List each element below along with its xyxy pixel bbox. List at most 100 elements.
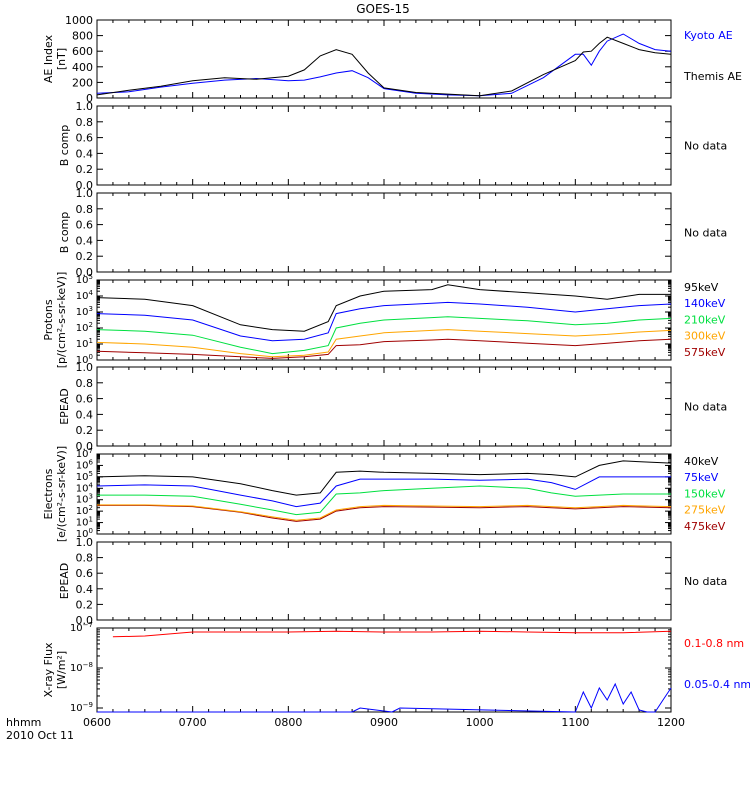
date-label: 2010 Oct 11 xyxy=(6,729,74,742)
x-tick-label: 0600 xyxy=(83,716,111,729)
legend-label-140keV: 140keV xyxy=(684,297,726,310)
x-tick-label: 1100 xyxy=(561,716,589,729)
series-line-0.1-0.8 nm xyxy=(112,630,672,638)
y-tick-label: 102 xyxy=(76,321,93,334)
y-axis-label: [e/(cm²-s-sr-keV)] xyxy=(55,446,68,542)
figure-title: GOES-15 xyxy=(356,2,410,16)
no-data-note: No data xyxy=(684,401,727,414)
y-tick-label: 0.2 xyxy=(76,424,94,437)
y-axis-label: EPEAD xyxy=(58,563,71,600)
y-tick-label: 100 xyxy=(76,353,93,366)
legend-label-150keV: 150keV xyxy=(684,487,726,500)
series-line-Kyoto AE xyxy=(96,33,672,97)
panel-bcomp1: 0.0 0.2 0.4 0.6 0.8 1.0 B comp No data xyxy=(58,100,727,192)
legend-label-300keV: 300keV xyxy=(684,330,726,343)
series-line-Themis AE xyxy=(96,36,672,97)
y-axis-label: [nT] xyxy=(55,48,68,70)
y-axis-label: [W/m²] xyxy=(55,651,68,689)
y-tick-label: 0.4 xyxy=(76,583,94,596)
panel-frame xyxy=(96,366,672,447)
y-tick-label: 0.4 xyxy=(76,147,94,160)
y-tick-label: 0.0 xyxy=(76,179,94,192)
panel-frame xyxy=(96,541,672,621)
y-tick-label: 0.0 xyxy=(76,614,94,627)
series-line-275keV xyxy=(97,504,672,521)
y-tick-label: 101 xyxy=(76,516,93,529)
x-tick-label: 1200 xyxy=(657,716,685,729)
legend-label-Themis AE: Themis AE xyxy=(683,70,742,83)
y-axis-label: Electrons xyxy=(42,468,55,519)
panel-frame xyxy=(96,19,672,99)
y-tick-label: 1000 xyxy=(65,14,93,27)
legend-label-475keV: 475keV xyxy=(684,520,726,533)
y-tick-label: 200 xyxy=(72,76,93,89)
y-tick-label: 0.0 xyxy=(76,266,94,279)
panel-epead1: 0.0 0.2 0.4 0.6 0.8 1.0 EPEAD No data xyxy=(58,361,727,453)
legend-label-75keV: 75keV xyxy=(684,471,719,484)
panel-protons: 100 101 102 103 104 105 Protons [p/(cm²-s-sr-ke… xyxy=(42,272,726,369)
legend-label-0.05-0.4 nm: 0.05-0.4 nm xyxy=(684,678,750,691)
y-axis-label: X-ray Flux xyxy=(42,642,55,698)
y-tick-label: 10−9 xyxy=(70,701,93,714)
y-axis-label: B comp xyxy=(58,212,71,254)
y-tick-label: 1.0 xyxy=(76,187,94,200)
x-tick-label: 1000 xyxy=(466,716,494,729)
series-line-150keV xyxy=(97,485,671,516)
time-axis-unit-label: hhmm xyxy=(6,716,41,729)
y-tick-label: 400 xyxy=(72,61,93,74)
series-line-300keV xyxy=(96,329,672,358)
series-line-0.05-0.4 nm xyxy=(97,682,672,713)
y-tick-label: 103 xyxy=(76,305,93,318)
y-tick-label: 10−8 xyxy=(70,661,93,674)
y-tick-label: 105 xyxy=(76,470,93,483)
y-tick-label: 102 xyxy=(76,504,93,517)
panel-frame xyxy=(96,192,672,273)
y-tick-label: 100 xyxy=(76,527,93,540)
y-axis-label: Protons xyxy=(42,299,55,340)
y-tick-label: 104 xyxy=(76,481,94,494)
panel-frame xyxy=(96,453,672,535)
time-axis: 0600 0700 0800 0900 1000 1100 1200 xyxy=(83,716,685,729)
legend-label-575keV: 575keV xyxy=(684,346,726,359)
y-tick-label: 10−7 xyxy=(70,621,93,634)
panel-bcomp2: 0.0 0.2 0.4 0.6 0.8 1.0 B comp No data xyxy=(58,187,727,279)
legend-label-Kyoto AE: Kyoto AE xyxy=(684,29,733,42)
y-tick-label: 0.2 xyxy=(76,163,94,176)
y-tick-label: 0.6 xyxy=(76,219,94,232)
y-axis-label: AE Index xyxy=(42,34,55,83)
y-tick-label: 0.2 xyxy=(76,598,94,611)
y-tick-label: 0.6 xyxy=(76,132,94,145)
legend-label-0.1-0.8 nm: 0.1-0.8 nm xyxy=(684,637,744,650)
panels: 0 200 400 600 800 1000 AE Index [nT] Kyoto AE The… xyxy=(42,14,750,714)
series-line-140keV xyxy=(96,301,672,342)
y-tick-label: 105 xyxy=(76,273,93,286)
x-tick-label: 0800 xyxy=(274,716,302,729)
y-tick-label: 0.8 xyxy=(76,377,94,390)
y-tick-label: 107 xyxy=(76,447,93,460)
series-line-75keV xyxy=(96,476,671,508)
legend-label-95keV: 95keV xyxy=(684,281,719,294)
y-tick-label: 101 xyxy=(76,337,93,350)
no-data-note: No data xyxy=(684,140,727,153)
y-tick-label: 103 xyxy=(76,493,93,506)
panel-frame xyxy=(96,627,672,713)
y-tick-label: 1.0 xyxy=(76,536,94,549)
y-tick-label: 0.8 xyxy=(76,203,94,216)
y-tick-label: 104 xyxy=(76,289,94,302)
y-axis-label: B comp xyxy=(58,125,71,167)
panel-ae: 0 200 400 600 800 1000 AE Index [nT] Kyoto AE The… xyxy=(42,14,742,105)
series-line-95keV xyxy=(96,284,671,332)
y-tick-label: 0.8 xyxy=(76,552,94,565)
x-tick-label: 0900 xyxy=(370,716,398,729)
y-axis-label: EPEAD xyxy=(58,388,71,425)
y-tick-label: 0.2 xyxy=(76,250,94,263)
y-tick-label: 0.4 xyxy=(76,408,94,421)
y-axis-label: [p/(cm²-s-sr-keV)] xyxy=(55,272,68,369)
y-tick-label: 0.4 xyxy=(76,234,94,247)
series-line-210keV xyxy=(96,316,672,355)
y-tick-label: 0.6 xyxy=(76,393,94,406)
no-data-note: No data xyxy=(684,575,727,588)
y-tick-label: 1.0 xyxy=(76,100,94,113)
